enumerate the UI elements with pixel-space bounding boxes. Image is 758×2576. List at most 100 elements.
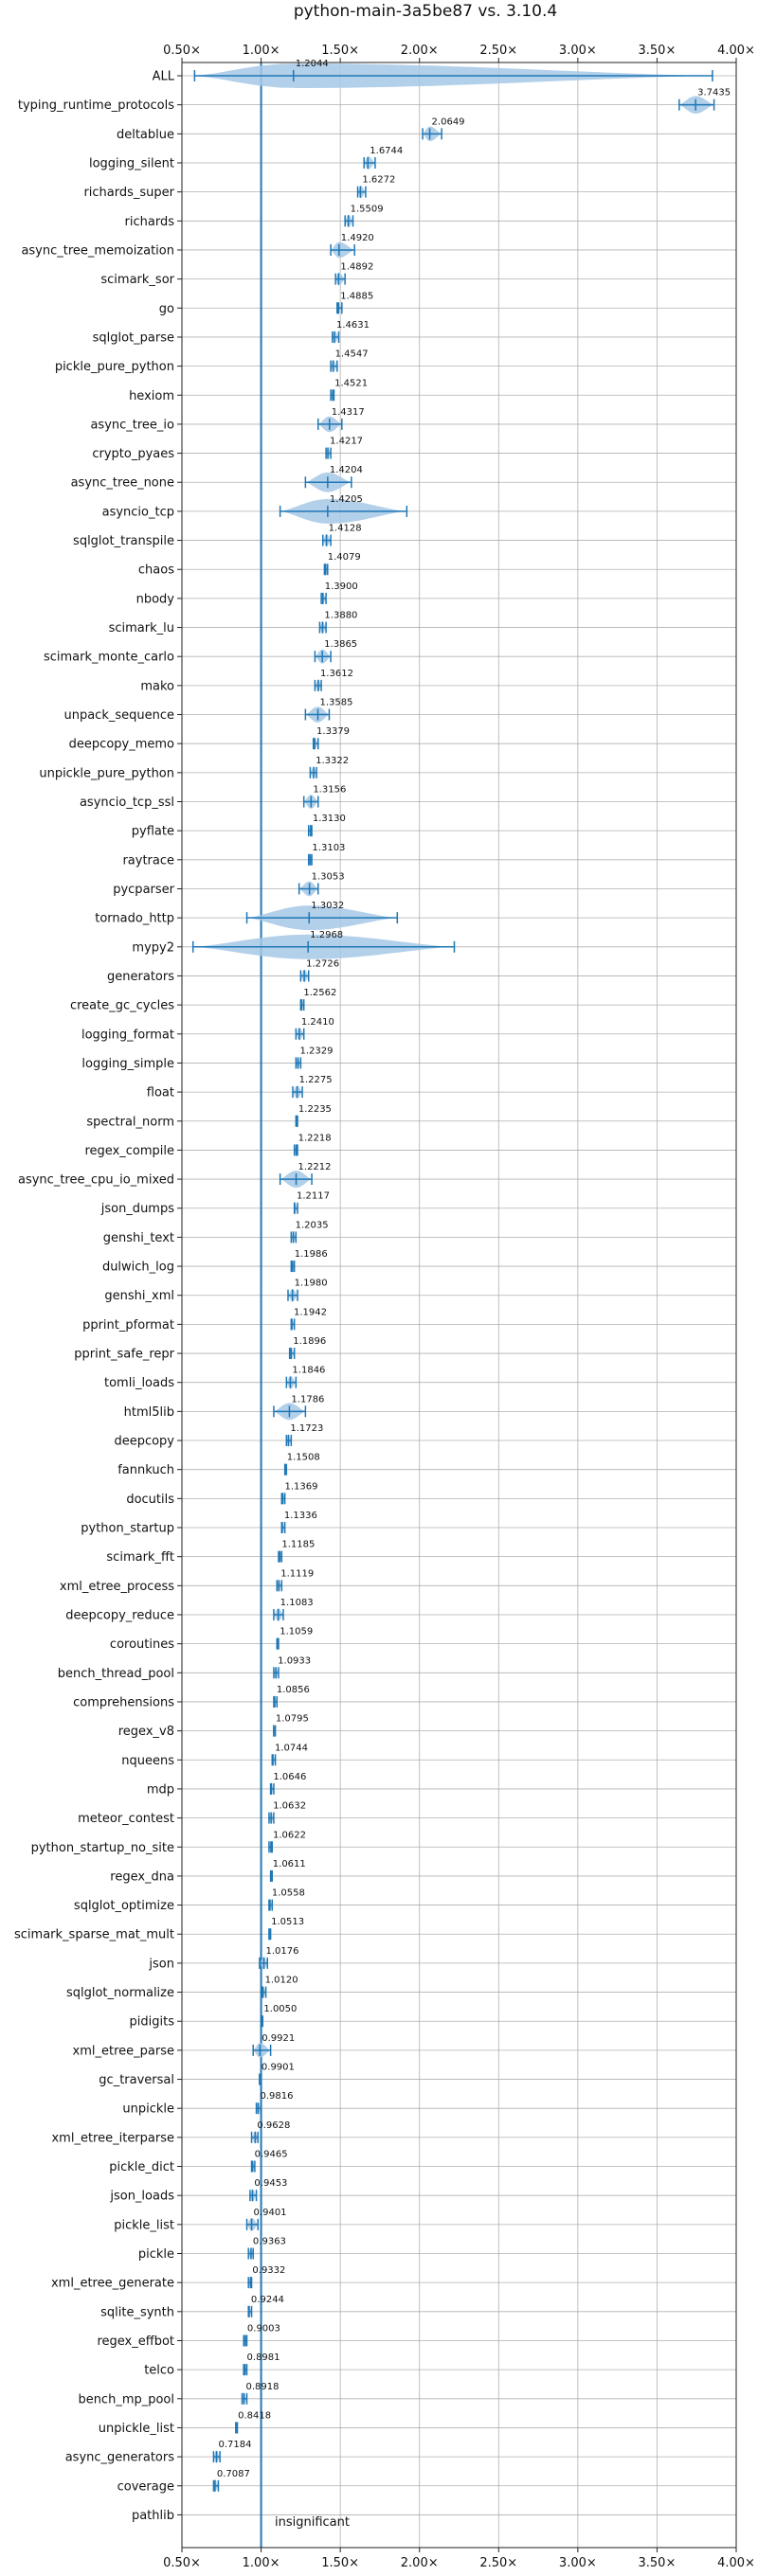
category-label: telco [144,2364,174,2378]
category-label: deepcopy_memo [69,738,174,752]
category-label: mdp [147,1782,174,1797]
category-label: spectral_norm [86,1115,174,1129]
median-value-label: 1.1083 [280,1598,314,1608]
category-label: deltablue [117,128,174,142]
median-value-label: 1.3379 [316,726,350,737]
median-value-label: 1.1059 [280,1627,313,1637]
labels: 0.50× 0.50× 1.00× 1.00× 1.50× 1.50× 2.00× 2.00×… [14,44,755,2570]
median-value-label: 1.3900 [325,581,358,592]
category-label: regex_dna [110,1869,174,1884]
category-label: deepcopy_reduce [65,1608,174,1622]
category-label: tornado_http [95,912,174,926]
category-label: pathlib [132,2509,174,2523]
median-value-label: 1.2410 [301,1017,334,1028]
category-label: coverage [117,2479,174,2494]
category-label: go [159,302,174,316]
category-label: nqueens [121,1754,174,1768]
x-tick-label-top: 2.50× [479,44,517,58]
category-label: xml_etree_generate [51,2277,174,2291]
x-tick-label-bottom: 1.00× [243,2556,280,2570]
category-label: gc_traversal [99,2073,174,2087]
median-value-label: 1.2212 [298,1162,332,1172]
chart-title: python-main-3a5be87 vs. 3.10.4 [294,2,557,21]
median-value-label: 1.4521 [334,378,368,388]
x-tick-label-bottom: 2.50× [479,2556,517,2570]
x-tick-label-top: 1.00× [243,44,280,58]
median-value-label: 1.1986 [295,1249,328,1260]
category-label: comprehensions [73,1695,174,1709]
median-value-label: 1.0632 [273,1801,306,1812]
median-value-label: 1.2117 [297,1191,330,1202]
category-label: async_tree_memoization [21,243,174,258]
category-label: bench_thread_pool [58,1667,174,1681]
median-value-label: 1.1508 [287,1453,320,1463]
median-value-label: 1.1185 [281,1540,315,1550]
median-value-label: 1.3880 [324,611,357,621]
category-label: sqlglot_normalize [66,1986,174,2000]
category-label: crypto_pyaes [92,447,174,461]
median-value-label: 1.2562 [303,988,336,998]
category-label: genshi_xml [104,1289,174,1303]
category-label: logging_simple [81,1057,174,1071]
category-label: deepcopy [114,1435,174,1449]
median-value-label: 1.4217 [330,437,363,447]
category-label: asyncio_tcp_ssl [80,796,174,810]
category-label: mypy2 [132,940,174,955]
category-label: async_tree_cpu_io_mixed [18,1173,174,1188]
category-label: pickle_pure_python [55,360,174,374]
x-tick-label-bottom: 0.50× [163,2556,201,2570]
median-value-label: 0.9901 [262,2063,295,2073]
median-value-label: 0.9332 [252,2265,285,2276]
category-label: pyflate [132,825,174,839]
median-value-label: 1.3865 [324,639,357,650]
category-label: unpack_sequence [63,708,174,723]
category-label: hexiom [129,389,174,403]
category-label: typing_runtime_protocols [18,98,174,113]
median-value-label: 1.6272 [362,175,395,186]
median-value-label: 0.8918 [245,2382,279,2392]
x-tick-label-bottom: 2.00× [401,2556,439,2570]
x-tick-label-bottom: 3.50× [639,2556,677,2570]
category-label: meteor_contest [78,1812,174,1826]
category-label: ALL [153,70,175,84]
category-label: create_gc_cycles [70,999,174,1013]
category-label: richards [125,215,175,229]
category-label: xml_etree_parse [73,2044,174,2058]
category-label: unpickle_pure_python [39,766,174,780]
category-label: asyncio_tcp [102,505,174,519]
median-value-label: 1.1336 [284,1511,317,1521]
median-value-label: 1.0622 [273,1830,306,1840]
category-label: async_tree_none [71,476,174,491]
median-value-label: 1.4205 [330,494,363,505]
median-value-label: 0.9465 [255,2150,288,2160]
category-label: pprint_safe_repr [74,1348,174,1362]
x-tick-label-bottom: 3.00× [559,2556,597,2570]
category-label: richards_super [83,186,174,200]
category-label: xml_etree_process [60,1580,174,1594]
median-value-label: 1.1119 [280,1568,314,1579]
category-label: sqlglot_transpile [73,534,174,548]
insignificant-annotation: insignificant [275,2515,350,2530]
median-value-label: 0.8418 [238,2410,271,2421]
median-value-label: 0.9244 [251,2295,284,2305]
median-value-label: 1.1846 [292,1366,325,1376]
category-label: python_startup_no_site [31,1841,174,1855]
median-value-label: 1.2235 [298,1104,332,1115]
median-value-label: 1.5509 [351,204,384,214]
category-label: json_loads [109,2190,174,2204]
median-value-label: 1.0176 [266,1946,299,1957]
category-label: logging_format [81,1028,174,1042]
x-tick-label-bottom: 1.50× [321,2556,359,2570]
category-label: nbody [136,592,175,606]
median-value-label: 1.0611 [273,1859,306,1869]
median-value-label: 1.4128 [329,524,362,534]
category-label: pidigits [130,2015,175,2030]
median-value-label: 1.4631 [336,320,370,331]
median-value-label: 1.4317 [332,407,365,418]
median-value-label: 1.0856 [277,1685,310,1695]
category-label: scimark_sor [100,273,174,287]
category-label: pprint_pformat [82,1318,174,1333]
median-value-label: 0.8981 [247,2352,280,2363]
median-value-label: 1.2726 [306,958,339,969]
